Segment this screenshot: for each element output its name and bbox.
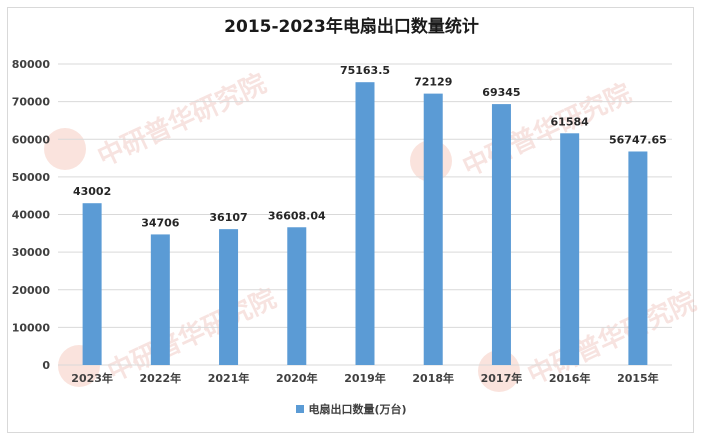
x-tick-label: 2016年 (549, 371, 591, 385)
data-label: 72129 (414, 76, 452, 89)
bar (219, 229, 239, 365)
data-label: 36608.04 (268, 209, 326, 222)
x-tick-label: 2019年 (344, 371, 386, 385)
x-tick-label: 2018年 (412, 371, 454, 385)
bar (82, 203, 102, 365)
x-tick-label: 2022年 (140, 371, 182, 385)
x-tick-label: 2015年 (617, 371, 659, 385)
bar (628, 151, 648, 365)
y-tick-label: 80000 (12, 58, 51, 71)
data-label: 61584 (551, 115, 590, 128)
data-label: 75163.5 (340, 64, 390, 77)
chart-title: 2015-2023年电扇出口数量统计 (224, 17, 479, 37)
y-tick-label: 50000 (12, 171, 51, 184)
x-axis: 2023年 2022年 2021年 2020年 2019年 2018年 2017年 2016年… (71, 371, 658, 385)
watermark-logo (44, 128, 86, 170)
y-tick-label: 0 (42, 359, 50, 372)
y-tick-label: 20000 (12, 284, 51, 297)
bar (491, 104, 511, 365)
data-label: 56747.65 (609, 133, 667, 146)
data-label: 36107 (209, 211, 247, 224)
bar (287, 227, 307, 365)
x-tick-label: 2017年 (481, 371, 523, 385)
y-tick-label: 60000 (12, 133, 51, 146)
y-tick-label: 30000 (12, 246, 51, 259)
bar (560, 133, 580, 365)
legend: 电扇出口数量(万台) (0, 401, 703, 417)
bar (355, 82, 375, 366)
x-tick-label: 2021年 (208, 371, 250, 385)
y-tick-label: 40000 (12, 209, 51, 222)
data-label: 43002 (73, 185, 111, 198)
legend-label: 电扇出口数量(万台) (308, 403, 407, 416)
legend-swatch (296, 405, 305, 413)
data-labels: 43002 34706 36107 36608.04 75163.5 72129 69345… (73, 64, 667, 229)
chart-frame (7, 7, 694, 433)
bar (150, 234, 170, 365)
data-label: 34706 (141, 216, 180, 229)
y-tick-label: 70000 (12, 96, 51, 109)
bars (82, 82, 648, 366)
y-tick-label: 10000 (12, 321, 51, 334)
x-tick-label: 2020年 (276, 371, 318, 385)
x-tick-label: 2023年 (71, 371, 113, 385)
y-axis: 0 10000 20000 30000 40000 50000 60000 70000 8000… (12, 58, 51, 372)
data-label: 69345 (482, 86, 520, 99)
bar (423, 93, 443, 366)
